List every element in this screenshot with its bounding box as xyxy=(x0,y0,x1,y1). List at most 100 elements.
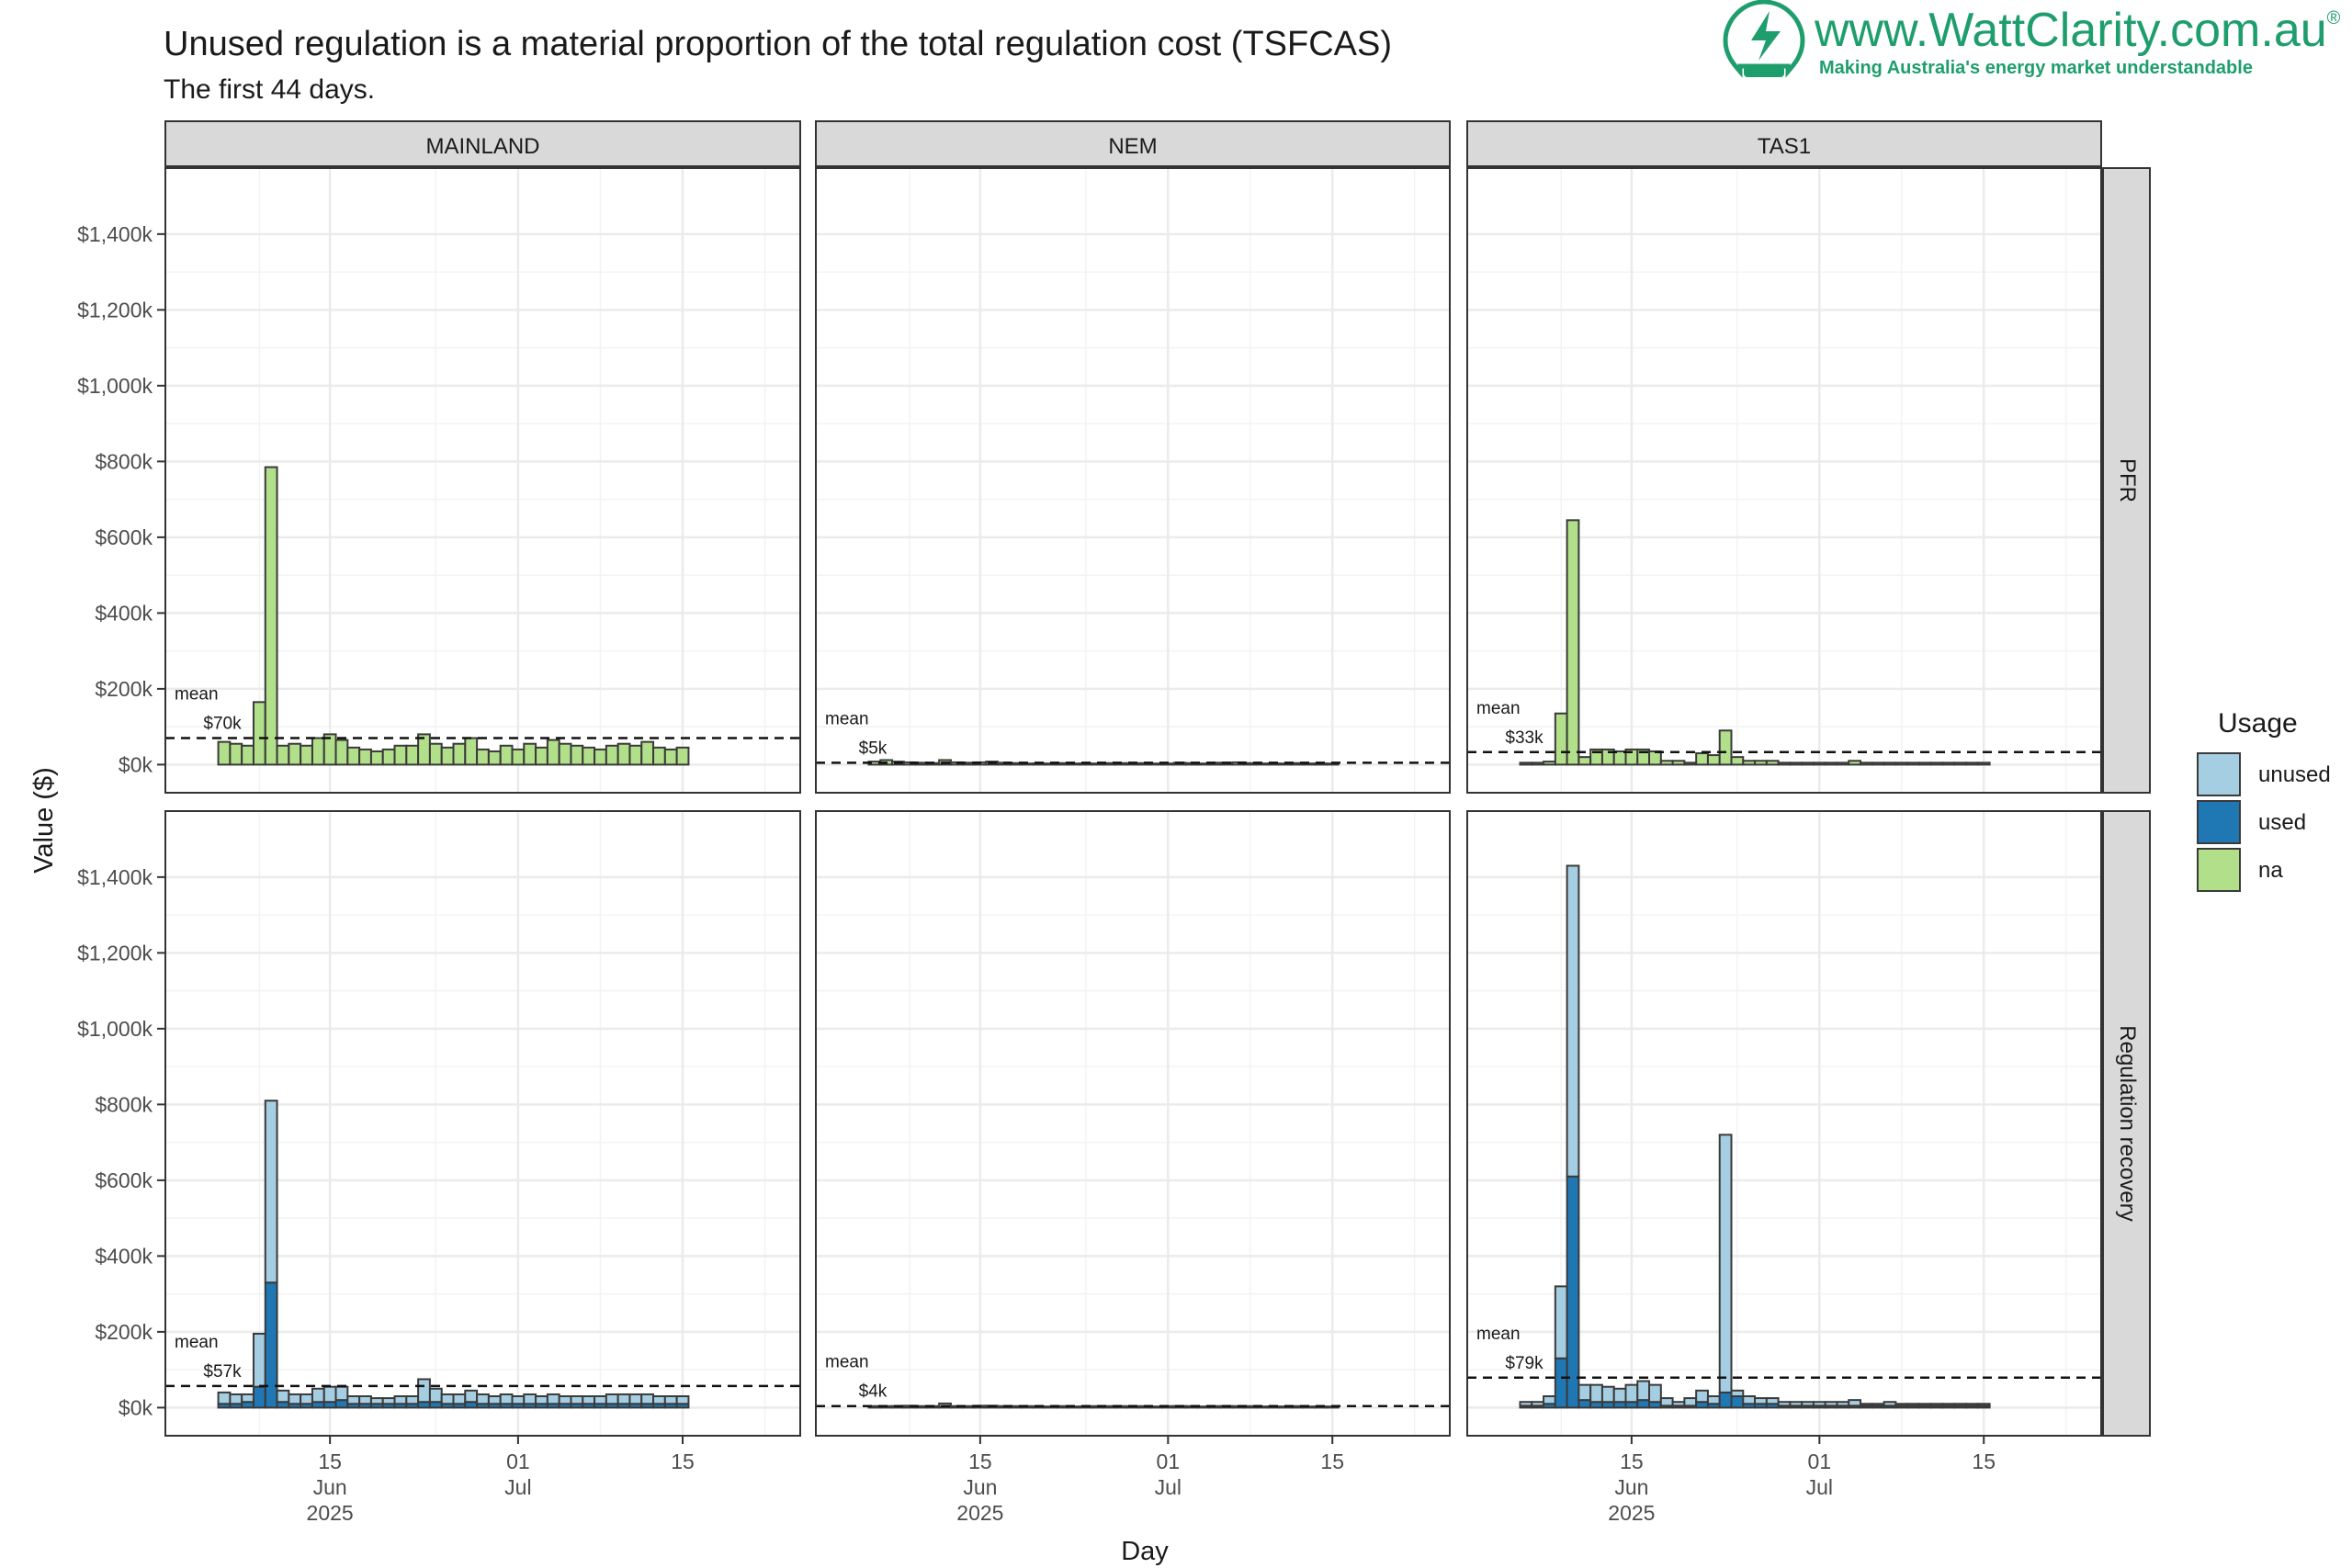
bar-used xyxy=(1577,1399,1592,1409)
bar-unused xyxy=(1883,1401,1897,1407)
mean-label: mean xyxy=(1476,1325,1521,1344)
panel-tas1-regulation-recovery: mean $79k xyxy=(1466,810,2102,1437)
bar-unused xyxy=(393,1395,408,1405)
bar-unused xyxy=(1624,1383,1639,1404)
bar-na xyxy=(652,746,666,766)
bar-unused xyxy=(1953,1403,1968,1407)
bar-used xyxy=(252,1385,266,1409)
y-tick-label: $400k xyxy=(95,1244,153,1268)
bar-na xyxy=(1659,760,1674,766)
bar-unused xyxy=(1906,1403,1920,1407)
facet-strip-tas1 xyxy=(1466,120,2102,167)
bar-na xyxy=(1730,756,1745,766)
bar-used xyxy=(1730,1395,1745,1409)
mean-label: mean xyxy=(1476,699,1521,718)
bar-unused xyxy=(464,1389,479,1404)
x-tick-label: 15 xyxy=(1320,1450,1344,1473)
y-tick-label: $800k xyxy=(95,1092,153,1116)
bar-unused xyxy=(358,1395,372,1405)
bar-unused xyxy=(322,1385,337,1404)
bar-unused xyxy=(417,1378,431,1404)
bar-unused xyxy=(252,1332,266,1388)
bar-na xyxy=(276,744,290,766)
bar-unused xyxy=(1871,1403,1885,1407)
bar-na xyxy=(1695,752,1709,766)
y-tick-label: $1,200k xyxy=(77,298,153,321)
bar-na xyxy=(1929,761,1944,766)
legend-label-na: na xyxy=(2258,858,2283,883)
x-tick-label: 2025 xyxy=(307,1501,354,1525)
bar-unused xyxy=(369,1397,384,1405)
x-tick-label: 15 xyxy=(968,1450,992,1473)
bar-used xyxy=(1554,1357,1568,1409)
x-tick-label: Jun xyxy=(963,1475,997,1499)
bar-unused xyxy=(675,1395,690,1405)
bar-unused xyxy=(535,1395,548,1405)
bar-na xyxy=(1612,750,1627,766)
x-tick-label: 15 xyxy=(1620,1450,1644,1473)
bar-unused xyxy=(558,1395,572,1405)
bar-unused xyxy=(428,1387,443,1404)
panel-mainland-regulation-recovery-border xyxy=(164,810,801,1437)
bar-unused xyxy=(1589,1383,1603,1404)
bar-na xyxy=(252,701,266,766)
bar-unused xyxy=(652,1395,666,1405)
bar-unused xyxy=(1941,1403,1956,1407)
bar-unused xyxy=(546,1393,560,1405)
bar-na xyxy=(1671,760,1686,766)
y-tick-label: $600k xyxy=(95,1168,153,1192)
mean-value-label: $4k xyxy=(859,1382,888,1402)
facet-label-tas1: TAS1 xyxy=(1758,134,1811,159)
mean-label: mean xyxy=(825,1353,869,1372)
facet-label-pfr: PFR xyxy=(2115,458,2140,502)
bar-unused xyxy=(1531,1401,1545,1407)
bar-unused xyxy=(452,1393,467,1405)
bar-na xyxy=(464,737,479,766)
bar-na xyxy=(1906,761,1920,766)
facet-label-nem: NEM xyxy=(1108,134,1157,159)
bar-unused xyxy=(1648,1383,1662,1404)
facet-strip-pfr xyxy=(2102,167,2151,794)
bar-unused xyxy=(1777,1401,1792,1407)
bar-na xyxy=(640,740,655,766)
legend-key-na xyxy=(2197,848,2241,892)
x-tick-label: Jul xyxy=(1806,1475,1833,1499)
panel-nem-regulation-recovery-border xyxy=(815,810,1451,1437)
bar-unused xyxy=(1566,864,1580,1178)
mean-value-label: $79k xyxy=(1505,1354,1544,1373)
mean-value-label: $33k xyxy=(1505,728,1544,748)
panel-tas1-pfr: mean $33k xyxy=(1466,167,2102,794)
bar-na xyxy=(405,744,420,766)
bar-na xyxy=(334,739,349,766)
bar-unused xyxy=(1742,1395,1757,1405)
y-tick-label: $200k xyxy=(95,1320,153,1344)
bar-unused xyxy=(1718,1134,1733,1393)
chart-title: Unused regulation is a material proporti… xyxy=(164,25,1392,63)
bar-used xyxy=(1636,1399,1651,1409)
bar-na xyxy=(1836,761,1850,766)
bar-na xyxy=(1801,761,1815,766)
bar-na xyxy=(1566,519,1580,766)
bar-na xyxy=(1824,761,1838,766)
bar-na xyxy=(487,750,502,766)
bar-used xyxy=(334,1399,349,1409)
bar-na xyxy=(1812,761,1826,766)
y-tick-label: $200k xyxy=(95,677,153,701)
facet-label-regulation-recovery: Regulation recovery xyxy=(2115,1025,2140,1221)
bar-na xyxy=(558,742,572,766)
bar-na xyxy=(582,746,596,766)
bar-unused xyxy=(523,1393,537,1405)
bar-na xyxy=(546,739,560,766)
y-tick-label: $1,000k xyxy=(77,1017,153,1041)
bar-unused xyxy=(1812,1401,1826,1407)
bar-unused xyxy=(1519,1401,1533,1407)
bar-na xyxy=(535,746,548,766)
bar-na xyxy=(241,744,254,766)
bar-na xyxy=(381,748,396,766)
bar-unused xyxy=(1965,1403,1979,1407)
bar-na xyxy=(1777,761,1792,766)
bar-na xyxy=(570,744,584,766)
y-tick-label: $1,000k xyxy=(77,374,153,398)
bar-unused xyxy=(405,1395,420,1405)
mean-label: mean xyxy=(825,709,869,728)
